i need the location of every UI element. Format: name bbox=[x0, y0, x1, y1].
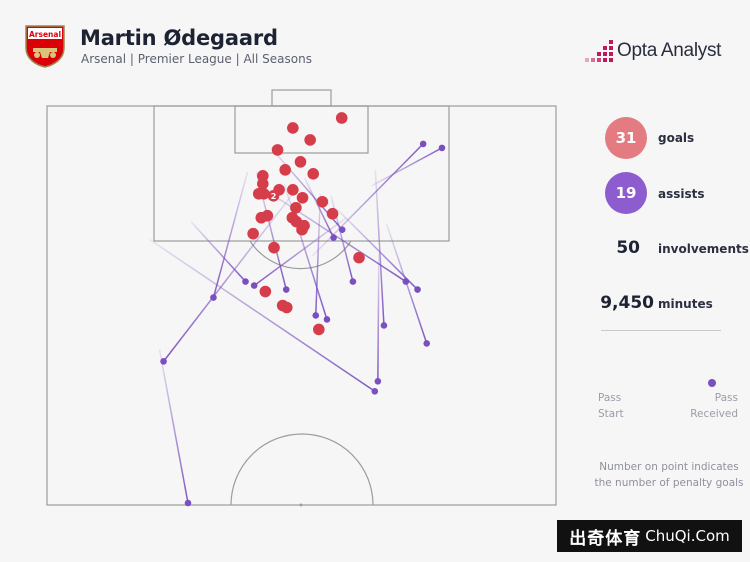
goal-point bbox=[257, 178, 269, 190]
goal-point bbox=[294, 156, 307, 168]
assist-received-point bbox=[438, 144, 446, 152]
goal-point bbox=[335, 112, 348, 124]
centre-circle bbox=[230, 433, 374, 506]
goal-point bbox=[258, 187, 270, 200]
minutes-count: 9,450 bbox=[600, 293, 654, 313]
goal-point bbox=[255, 211, 268, 224]
goals-label: goals bbox=[658, 131, 695, 145]
goal-point bbox=[296, 223, 308, 236]
assist-pass-line bbox=[212, 171, 249, 298]
assist-received-point bbox=[312, 312, 320, 319]
minutes-label: minutes bbox=[658, 297, 713, 311]
assist-layer bbox=[149, 140, 446, 507]
assist-received-point bbox=[282, 286, 290, 293]
goal-point bbox=[316, 195, 329, 208]
assists-count: 19 bbox=[605, 172, 647, 214]
watermark: 出奇体育 ChuQi.Com bbox=[557, 520, 742, 552]
assist-received-point bbox=[323, 316, 331, 323]
opta-logo-icon bbox=[585, 40, 613, 62]
involvements-count: 50 bbox=[616, 238, 640, 258]
pitch-markings bbox=[46, 89, 557, 506]
assist-pass-line bbox=[374, 169, 385, 326]
goal-point bbox=[268, 241, 280, 254]
assist-pass-line bbox=[371, 147, 443, 187]
assists-label: assists bbox=[658, 187, 705, 201]
goal-point bbox=[257, 170, 269, 182]
goal-point bbox=[267, 189, 280, 202]
penalty-note-line1: Number on point indicates bbox=[599, 461, 739, 473]
goal-point bbox=[313, 323, 325, 336]
legend-pass-start: Pass Start bbox=[598, 390, 624, 422]
assist-pass-line bbox=[312, 143, 424, 257]
assist-received-point bbox=[414, 286, 421, 293]
goal bbox=[271, 89, 332, 107]
penalty-note: Number on point indicates the number of … bbox=[590, 459, 748, 491]
pass-received-marker-icon bbox=[708, 379, 716, 387]
badge-text: Arsenal bbox=[29, 30, 61, 39]
assist-received-point bbox=[419, 140, 427, 148]
assist-received-point bbox=[380, 322, 388, 329]
goal-point bbox=[353, 251, 365, 264]
penalty-note-line2: the number of penalty goals bbox=[594, 477, 744, 489]
goal-point bbox=[287, 183, 299, 196]
assist-pass-line bbox=[377, 253, 380, 382]
assist-pass-line bbox=[149, 239, 376, 392]
legend-pass-received: Pass Received bbox=[680, 390, 738, 422]
six-yard-box bbox=[234, 105, 369, 154]
penalty-count-label: 2 bbox=[271, 192, 277, 201]
assist-pass-line bbox=[162, 189, 297, 362]
watermark-en: ChuQi.Com bbox=[645, 527, 730, 545]
goal-layer: 2 bbox=[247, 112, 365, 336]
involvements-label: involvements bbox=[658, 242, 749, 256]
goal-point bbox=[280, 301, 293, 314]
goal-point bbox=[259, 285, 272, 298]
goal-point bbox=[287, 122, 299, 134]
assist-received-point bbox=[250, 282, 258, 289]
legend-pass-received-line2: Received bbox=[690, 408, 738, 420]
assist-received-point bbox=[242, 278, 249, 285]
assist-received-point bbox=[184, 499, 192, 507]
assist-pass-line bbox=[190, 221, 247, 283]
arsenal-badge: Arsenal bbox=[25, 25, 65, 68]
page-subtitle: Arsenal | Premier League | All Seasons bbox=[81, 52, 312, 66]
legend-pass-received-line1: Pass bbox=[714, 392, 738, 404]
goal-point bbox=[290, 201, 302, 214]
goal-point bbox=[279, 164, 292, 176]
brand-name: Opta Analyst bbox=[617, 40, 722, 61]
page-title: Martin Ødegaard bbox=[80, 26, 278, 50]
assist-pass-line bbox=[158, 349, 189, 504]
goal-point bbox=[326, 207, 339, 220]
goal-point bbox=[304, 134, 316, 146]
goal-point bbox=[296, 191, 309, 204]
pass-legend bbox=[610, 379, 716, 387]
watermark-cn: 出奇体育 bbox=[569, 528, 642, 549]
goal-point bbox=[307, 168, 320, 180]
stats-divider bbox=[601, 330, 721, 331]
goal-point bbox=[247, 227, 259, 240]
goal-point bbox=[271, 144, 284, 156]
centre-spot bbox=[299, 503, 303, 507]
assist-received-point bbox=[423, 340, 431, 347]
legend-pass-start-line2: Start bbox=[598, 408, 624, 420]
assist-received-point bbox=[349, 278, 357, 285]
assist-received-point bbox=[374, 378, 382, 385]
goals-count: 31 bbox=[605, 117, 647, 159]
assist-received-point bbox=[371, 387, 379, 395]
penalty-arc bbox=[249, 240, 352, 270]
assist-pass-line bbox=[253, 217, 347, 287]
legend-pass-start-line1: Pass bbox=[598, 392, 622, 404]
assist-pass-line bbox=[315, 193, 322, 316]
assist-pass-line bbox=[385, 223, 428, 344]
